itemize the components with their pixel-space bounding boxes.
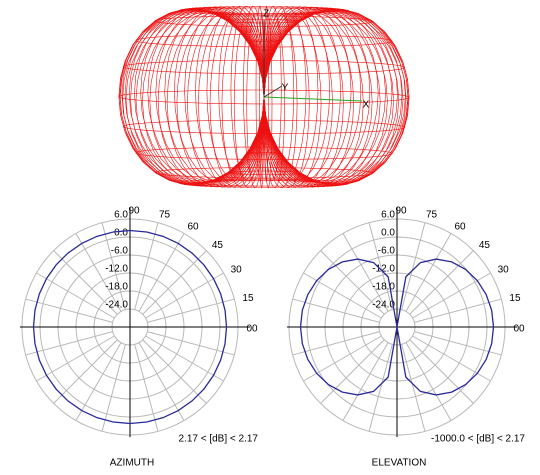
angle-grid-line	[342, 342, 389, 421]
angle-grid-line	[53, 250, 118, 315]
x-axis-label: X	[363, 100, 370, 111]
angle-grid-line	[414, 298, 502, 323]
wire-parallel	[203, 180, 325, 187]
angle-grid-line	[409, 250, 474, 315]
angle-grid-line	[101, 222, 126, 310]
angle-grid-line	[25, 331, 113, 356]
angle-grid-line	[75, 233, 122, 312]
angle-grid-line	[292, 331, 380, 356]
radial-tick-label: 6.0	[114, 210, 128, 221]
angle-grid-line	[401, 344, 426, 432]
angle-grid-line	[368, 222, 393, 310]
angle-grid-line	[405, 233, 452, 312]
angle-tick-label: 00	[513, 324, 525, 335]
radial-tick-label: -18.0	[105, 282, 128, 293]
polar-chart: 6.0 0.0 -6.0 -12.0 -18.0 -24.0 90 75 60 45 30 15 00 2…	[20, 206, 258, 469]
pattern-curve	[32, 229, 228, 425]
radial-tick-label: -6.0	[111, 246, 129, 257]
wire-parallel	[118, 89, 410, 105]
angle-tick-label: 75	[426, 210, 438, 221]
wire-parallel	[135, 146, 393, 160]
polar-chart: 6.0 0.0 -6.0 -12.0 -18.0 -24.0 90 75 60 45 30 15 00 -…	[287, 206, 525, 469]
wire-parallel	[178, 178, 350, 188]
wire-parallel	[246, 152, 282, 155]
angle-grid-line	[147, 298, 235, 323]
angle-grid-line	[142, 339, 207, 404]
x-axis-3d	[263, 96, 363, 102]
angle-tick-label: 00	[246, 324, 258, 335]
angle-tick-label: 60	[454, 221, 466, 232]
angle-grid-line	[320, 339, 385, 404]
radial-tick-label: -12.0	[105, 264, 128, 275]
radial-tick-label: 0.0	[381, 228, 395, 239]
angle-grid-line	[342, 233, 389, 312]
angle-grid-line	[138, 233, 185, 312]
pattern-curve	[299, 258, 495, 396]
wire-parallel	[154, 15, 374, 27]
angle-grid-line	[75, 342, 122, 421]
angle-grid-line	[401, 222, 426, 310]
y-axis-label: Y	[282, 83, 289, 94]
radial-tick-label: -24.0	[372, 300, 395, 311]
wire-parallel	[135, 34, 393, 48]
angle-grid-line	[142, 250, 207, 315]
angle-tick-label: 15	[509, 293, 521, 304]
y-axis-3d	[263, 85, 283, 98]
angle-tick-label: 90	[395, 206, 407, 217]
chart-title: AZIMUTH	[110, 458, 154, 469]
angle-tick-label: 75	[159, 210, 171, 221]
wire-parallel	[122, 59, 406, 75]
range-annotation: -1000.0 < [dB] < 2.17	[431, 434, 525, 445]
wire-parallel	[178, 6, 350, 16]
wire-parallel	[227, 170, 301, 175]
angle-grid-line	[414, 331, 502, 356]
pattern-3d	[118, 5, 410, 189]
wire-parallel	[203, 7, 325, 14]
angle-tick-label: 30	[498, 265, 510, 276]
radial-tick-label: -24.0	[105, 300, 128, 311]
angle-tick-label: 90	[128, 206, 140, 217]
angle-grid-line	[101, 344, 126, 432]
angle-grid-line	[368, 344, 393, 432]
z-axis-label: Z	[263, 9, 269, 20]
chart-title: ELEVATION	[372, 458, 427, 469]
angle-grid-line	[145, 272, 224, 319]
wire-parallel	[227, 19, 301, 24]
radial-tick-label: 6.0	[381, 210, 395, 221]
angle-grid-line	[134, 222, 159, 310]
angle-tick-label: 45	[212, 240, 224, 251]
radial-tick-label: -6.0	[378, 246, 396, 257]
angle-grid-line	[292, 298, 380, 323]
angle-tick-label: 60	[187, 221, 199, 232]
wire-parallel	[122, 119, 406, 135]
angle-grid-line	[409, 339, 474, 404]
angle-grid-line	[147, 331, 235, 356]
radial-tick-label: 0.0	[114, 228, 128, 239]
wire-parallel	[246, 39, 282, 42]
angle-grid-line	[25, 298, 113, 323]
angle-grid-line	[320, 250, 385, 315]
angle-grid-line	[145, 335, 224, 382]
angle-tick-label: 15	[242, 293, 254, 304]
radial-tick-label: -12.0	[372, 264, 395, 275]
angle-grid-line	[36, 335, 115, 382]
range-annotation: 2.17 < [dB] < 2.17	[178, 434, 258, 445]
angle-grid-line	[138, 342, 185, 421]
angle-tick-label: 30	[231, 265, 243, 276]
angle-grid-line	[36, 272, 115, 319]
angle-grid-line	[53, 339, 118, 404]
radial-tick-label: -18.0	[372, 282, 395, 293]
wire-parallel	[154, 167, 374, 179]
angle-tick-label: 45	[479, 240, 491, 251]
angle-grid-line	[134, 344, 159, 432]
angle-grid-line	[405, 342, 452, 421]
